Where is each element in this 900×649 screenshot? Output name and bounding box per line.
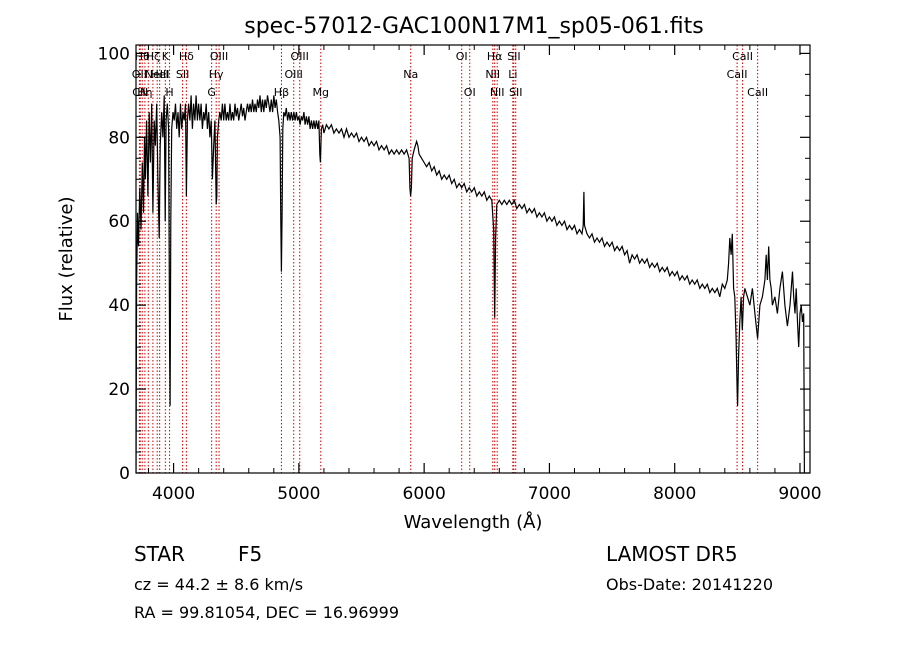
marker-label: NII [490,86,505,99]
spectral-line-labels: OIICNHθHηHζNeIIIHeIKHSIIHδGHγOIIIHβOIIIO… [132,50,768,99]
y-tick-label: 60 [108,212,130,232]
x-tick-label: 7000 [528,484,571,504]
marker-label: SII [176,68,189,81]
marker-label: HeI [151,68,169,81]
survey-name: LAMOST DR5 [606,542,738,566]
x-tick-label: 6000 [403,484,446,504]
object-class: STAR [134,542,185,566]
x-tick-label: 4000 [152,484,195,504]
marker-label: OIII [285,68,303,81]
marker-label: K [162,50,170,63]
x-axis-label: Wavelength (Å) [404,511,543,533]
object-subclass: F5 [238,542,262,566]
y-axis-label: Flux (relative) [56,196,77,321]
chart-title: spec-57012-GAC100N17M1_sp05-061.fits [244,14,704,39]
marker-label: OIII [210,50,228,63]
marker-label: Hδ [179,50,194,63]
y-tick-label: 80 [108,128,130,148]
marker-label: OI [456,50,468,63]
marker-label: Na [403,68,418,81]
marker-label: Hζ [146,50,160,63]
marker-label: SII [509,86,522,99]
marker-label: CaII [732,50,753,63]
marker-label: SII [507,50,520,63]
redshift-line: cz = 44.2 ± 8.6 km/s [134,575,303,594]
marker-label: H [165,86,173,99]
x-tick-label: 5000 [277,484,320,504]
y-axis-ticks: 0 20 40 60 80 100 [98,44,810,484]
x-tick-label: 8000 [653,484,696,504]
marker-label: Hβ [274,86,289,99]
marker-label: G [207,86,216,99]
y-tick-label: 20 [108,380,130,400]
radec-line: RA = 99.81054, DEC = 16.96999 [134,603,399,622]
y-tick-label: 0 [119,464,130,484]
x-axis-ticks: 4000 5000 6000 7000 8000 9000 [148,45,822,504]
marker-label: OI [464,86,476,99]
marker-label: Hη [137,86,152,99]
marker-label: CaII [727,68,748,81]
marker-label: Hγ [209,68,224,81]
spectral-line-markers [138,45,759,473]
plot-frame [135,44,811,474]
marker-label: CaII [747,86,768,99]
spectrum-line [136,95,805,473]
y-tick-label: 40 [108,296,130,316]
marker-label: NII [485,68,500,81]
marker-label: Li [508,68,517,81]
obs-date-line: Obs-Date: 20141220 [606,575,773,594]
y-tick-label: 100 [98,44,130,64]
marker-label: Hα [487,50,503,63]
marker-label: Mg [313,86,329,99]
marker-label: OIII [291,50,309,63]
x-tick-label: 9000 [778,484,821,504]
marker-label: NeIII [145,68,170,81]
